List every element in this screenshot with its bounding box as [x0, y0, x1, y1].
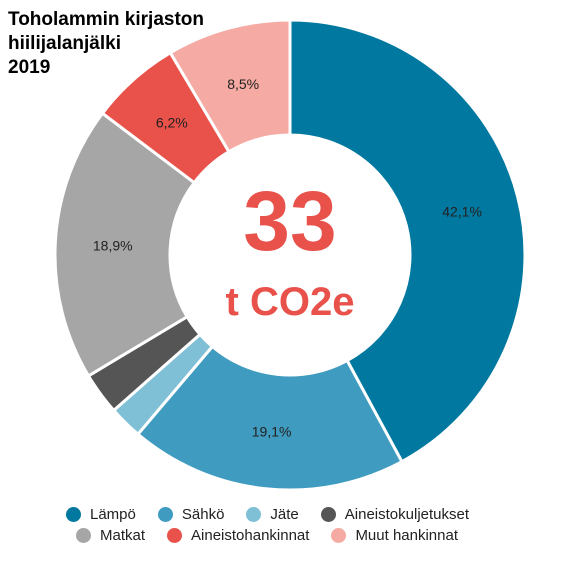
legend-swatch: [76, 528, 91, 543]
legend-item-aineistokuljetukset: Aineistokuljetukset: [320, 506, 470, 523]
donut-chart: 42,1% 19,1% 18,9% 6,2% 8,5% 33 t CO2e: [53, 18, 527, 492]
legend-item-lampo: Lämpö: [66, 506, 136, 523]
legend-swatch: [246, 507, 262, 522]
legend-row: Matkat Aineistohankinnat Muut hankinnat: [76, 527, 480, 544]
slice-label-muut-hankinnat: 8,5%: [227, 76, 259, 92]
legend-label: Aineistohankinnat: [191, 527, 310, 544]
legend-row: Lämpö Sähkö Jäte Aineistokuljetukset: [66, 506, 491, 523]
slice-labels: 42,1% 19,1% 18,9% 6,2% 8,5%: [93, 76, 482, 440]
legend-label: Lämpö: [90, 506, 136, 523]
slice-label-lampo: 42,1%: [442, 203, 482, 219]
legend-swatch: [320, 507, 336, 522]
center-unit: t CO2e: [226, 280, 355, 324]
legend-item-aineistohankinnat: Aineistohankinnat: [167, 527, 309, 544]
slice-lampo: [288, 18, 527, 464]
legend-swatch: [157, 507, 173, 522]
legend-swatch: [167, 528, 183, 543]
legend-label: Aineistokuljetukset: [344, 506, 470, 523]
legend-item-muut-hankinnat: Muut hankinnat: [331, 527, 458, 544]
slice-label-aineistohankinnat: 6,2%: [156, 115, 188, 131]
legend-item-sahko: Sähkö: [157, 506, 225, 523]
legend-label: Sähkö: [181, 506, 225, 523]
legend-swatch: [66, 507, 81, 522]
slice-label-sahko: 19,1%: [252, 424, 292, 440]
chart-title: Toholammin kirjaston hiilijalanjälki 201…: [8, 9, 205, 78]
legend-label: Jäte: [270, 506, 299, 523]
legend-label: Matkat: [100, 527, 146, 544]
legend-swatch: [331, 528, 347, 543]
donut-hole: [170, 135, 410, 375]
center-value: 33: [243, 174, 336, 268]
slice-label-matkat: 18,9%: [93, 238, 133, 254]
legend-label: Muut hankinnat: [355, 527, 459, 544]
legend-item-matkat: Matkat: [76, 527, 145, 544]
legend-item-jate: Jäte: [246, 506, 299, 523]
